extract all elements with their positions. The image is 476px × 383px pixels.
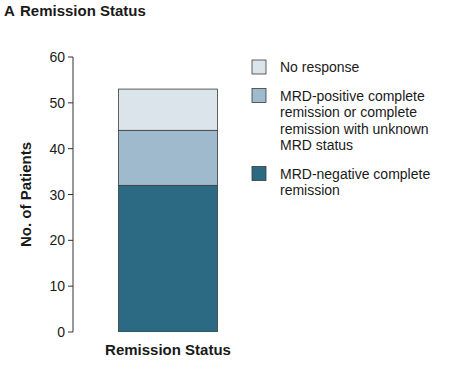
title: Remission Status: [20, 2, 146, 19]
y-tick: [68, 148, 73, 149]
legend-label: No response: [280, 59, 360, 75]
legend-line: remission: [280, 182, 340, 198]
bar-segment: [119, 89, 218, 130]
legend-label: MRD-negative completeremission: [280, 166, 430, 199]
legend-label: MRD-positive completeremission or comple…: [280, 88, 429, 154]
y-tick-label: 0: [57, 324, 65, 340]
y-tick-label: 60: [49, 49, 65, 65]
y-tick-label: 30: [49, 187, 65, 203]
legend-swatch: [252, 60, 266, 74]
legend-line: remission with unknown: [280, 121, 429, 137]
y-tick: [68, 332, 73, 333]
y-label: No. of Patients: [17, 142, 34, 247]
y-tick-label: 50: [49, 95, 65, 111]
legend-line: MRD-negative complete: [280, 166, 430, 182]
legend-swatch: [252, 89, 266, 103]
y-tick: [68, 286, 73, 287]
legend-line: remission or complete: [280, 104, 417, 120]
bars: [119, 89, 218, 332]
legend-line: MRD status: [280, 137, 353, 153]
bar-segment: [119, 130, 218, 185]
chart: A Remission Status 0 10 20 30 40 50 60 No. of Pat…: [0, 0, 476, 383]
legend-line: MRD-positive complete: [280, 88, 425, 104]
y-tick: [68, 240, 73, 241]
y-tick-label: 20: [49, 232, 65, 248]
y-tick-label: 10: [49, 278, 65, 294]
y-tick: [68, 102, 73, 103]
y-tick: [68, 57, 73, 58]
y-tick: [68, 194, 73, 195]
panel-label: A: [4, 2, 15, 19]
legend-swatch: [252, 167, 266, 181]
x-tick-label: Remission Status: [105, 341, 231, 358]
y-tick-label: 40: [49, 141, 65, 157]
legend-line: No response: [280, 59, 360, 75]
bar-segment: [119, 185, 218, 332]
